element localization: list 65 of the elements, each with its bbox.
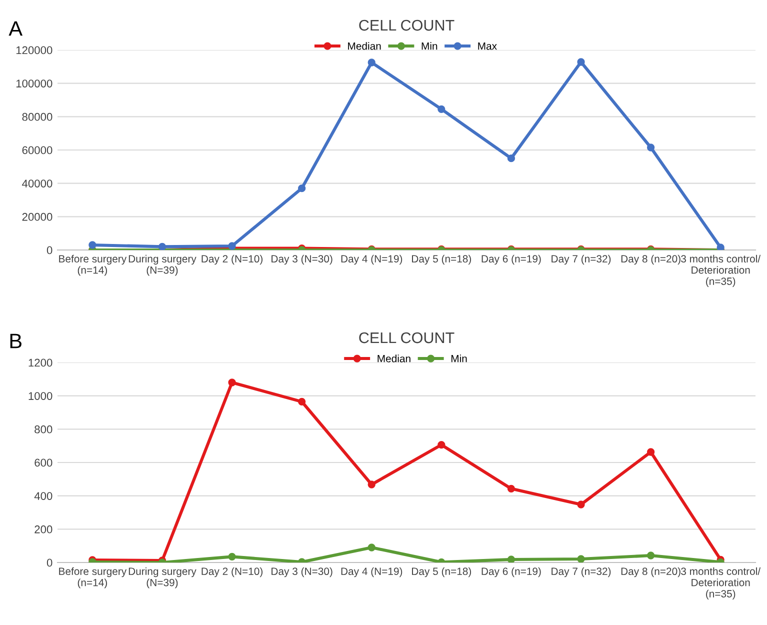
x-tick-label: Day 7 (n=32) xyxy=(552,567,611,578)
legend-label: Median xyxy=(348,42,381,50)
point xyxy=(368,480,376,488)
point xyxy=(507,556,516,562)
x-tick-label: Day 6 (n=19) xyxy=(482,567,541,578)
point xyxy=(646,448,655,456)
point xyxy=(577,500,585,508)
y-tick-label: 20000 xyxy=(22,212,52,221)
x-tick-label: Day 2 (N=10) xyxy=(202,254,262,265)
y-tick-label: 1200 xyxy=(28,358,52,367)
legend-label: Min xyxy=(451,354,467,362)
x-tick-label: Before surgery (n=14) xyxy=(59,567,127,588)
point xyxy=(507,154,516,162)
y-tick-label: 120000 xyxy=(16,46,52,54)
x-tick-label: 3 months control/ Deterioration (n=35) xyxy=(681,254,761,288)
y-tick-label: 60000 xyxy=(22,146,52,154)
point xyxy=(716,244,724,250)
chart-title: CELL COUNT xyxy=(359,332,454,344)
point xyxy=(298,184,306,192)
y-tick-label: 800 xyxy=(34,425,52,434)
point xyxy=(228,378,236,386)
x-tick-label: Day 6 (n=19) xyxy=(482,254,541,265)
point xyxy=(158,242,166,250)
point xyxy=(88,241,96,249)
chart-title: CELL COUNT xyxy=(359,20,454,31)
x-tick-label: Day 5 (n=18) xyxy=(412,254,472,265)
y-tick-label: 40000 xyxy=(22,180,52,188)
y-tick-label: 0 xyxy=(46,246,52,254)
legend-label: Min xyxy=(422,42,438,50)
x-tick-label: Day 3 (N=30) xyxy=(272,567,332,578)
x-tick-label: Before surgery (n=14) xyxy=(59,254,127,276)
point xyxy=(368,58,376,66)
x-tick-label: Day 4 (N=19) xyxy=(341,254,402,265)
x-tick-label: During surgery (N=39) xyxy=(128,567,196,588)
text: B xyxy=(10,334,22,348)
point xyxy=(368,544,376,552)
x-tick-label: Day 4 (N=19) xyxy=(341,567,402,578)
x-tick-label: Day 5 (n=18) xyxy=(412,567,472,578)
point xyxy=(646,144,655,152)
x-tick-label: Day 7 (n=32) xyxy=(552,254,611,265)
point xyxy=(228,242,236,250)
point xyxy=(438,105,446,113)
point xyxy=(507,484,516,492)
x-tick-label: During surgery (N=39) xyxy=(128,254,196,276)
point xyxy=(646,552,655,560)
y-tick-label: 100000 xyxy=(16,80,52,88)
point xyxy=(438,441,446,449)
point xyxy=(228,552,236,560)
y-tick-label: 80000 xyxy=(22,112,52,121)
y-tick-label: 600 xyxy=(34,458,52,467)
text: A xyxy=(8,21,23,36)
point xyxy=(298,398,306,406)
point xyxy=(577,58,585,66)
y-tick-label: 400 xyxy=(34,492,52,500)
x-tick-label: Day 3 (N=30) xyxy=(272,254,332,265)
point xyxy=(577,555,585,562)
x-tick-label: 3 months control/ Deterioration (n=35) xyxy=(681,567,761,600)
y-tick-label: 0 xyxy=(46,558,52,567)
legend-label: Median xyxy=(378,354,410,362)
x-tick-label: Day 2 (N=10) xyxy=(202,567,262,578)
x-tick-label: Day 8 (n=20) xyxy=(621,254,680,265)
y-tick-label: 1000 xyxy=(28,392,52,400)
y-tick-label: 200 xyxy=(34,525,52,534)
x-tick-label: Day 8 (n=20) xyxy=(621,567,680,578)
legend-label: Max xyxy=(478,42,497,50)
